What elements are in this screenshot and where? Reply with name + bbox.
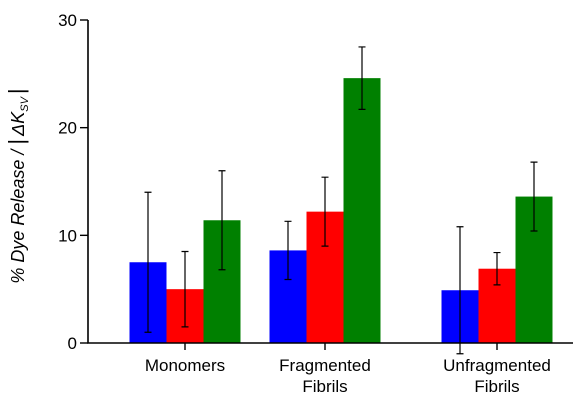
- y-axis-label-delta: ΔK: [8, 111, 28, 137]
- error-bars-layer: [144, 46, 538, 355]
- y-tick-label: 20: [58, 119, 77, 138]
- x-category-label-line: Fragmented: [279, 356, 371, 375]
- y-axis-label-abs-bar: |: [4, 139, 29, 145]
- x-category-label-line: Monomers: [145, 356, 225, 375]
- error-bar: [284, 220, 292, 281]
- x-category-labels-layer: Monomers Fragmented Fibrils Unfragmented Fib…: [145, 343, 551, 396]
- x-category-label-line: Unfragmented: [443, 356, 551, 375]
- y-axis-label-subscript: SV: [19, 95, 31, 111]
- y-tick-label: 30: [58, 11, 77, 30]
- y-tick-label: 0: [68, 334, 77, 353]
- error-bar: [530, 161, 538, 232]
- error-bar: [358, 46, 366, 110]
- y-axis-label-abs-bar-right: |: [4, 88, 29, 94]
- error-bar: [181, 250, 189, 328]
- error-bar: [321, 176, 329, 247]
- error-bar: [218, 170, 226, 271]
- error-bar: [493, 251, 501, 286]
- x-category-label: Fragmented Fibrils: [279, 356, 371, 396]
- error-bar: [456, 226, 464, 355]
- y-tick-label: 10: [58, 226, 77, 245]
- x-category-label: Unfragmented Fibrils: [443, 356, 551, 396]
- x-category-label-line: Fibrils: [474, 377, 519, 396]
- y-axis-label-prefix: % Dye Release /: [8, 145, 28, 284]
- y-axis-label: % Dye Release / |ΔKSV|: [4, 88, 31, 283]
- bars-layer: [129, 78, 553, 343]
- x-category-label-line: Fibrils: [302, 377, 347, 396]
- error-bar: [144, 191, 152, 333]
- x-category-label: Monomers: [145, 356, 225, 375]
- y-ticks-layer: 0 10 20 30: [58, 11, 88, 353]
- bar: [343, 78, 381, 343]
